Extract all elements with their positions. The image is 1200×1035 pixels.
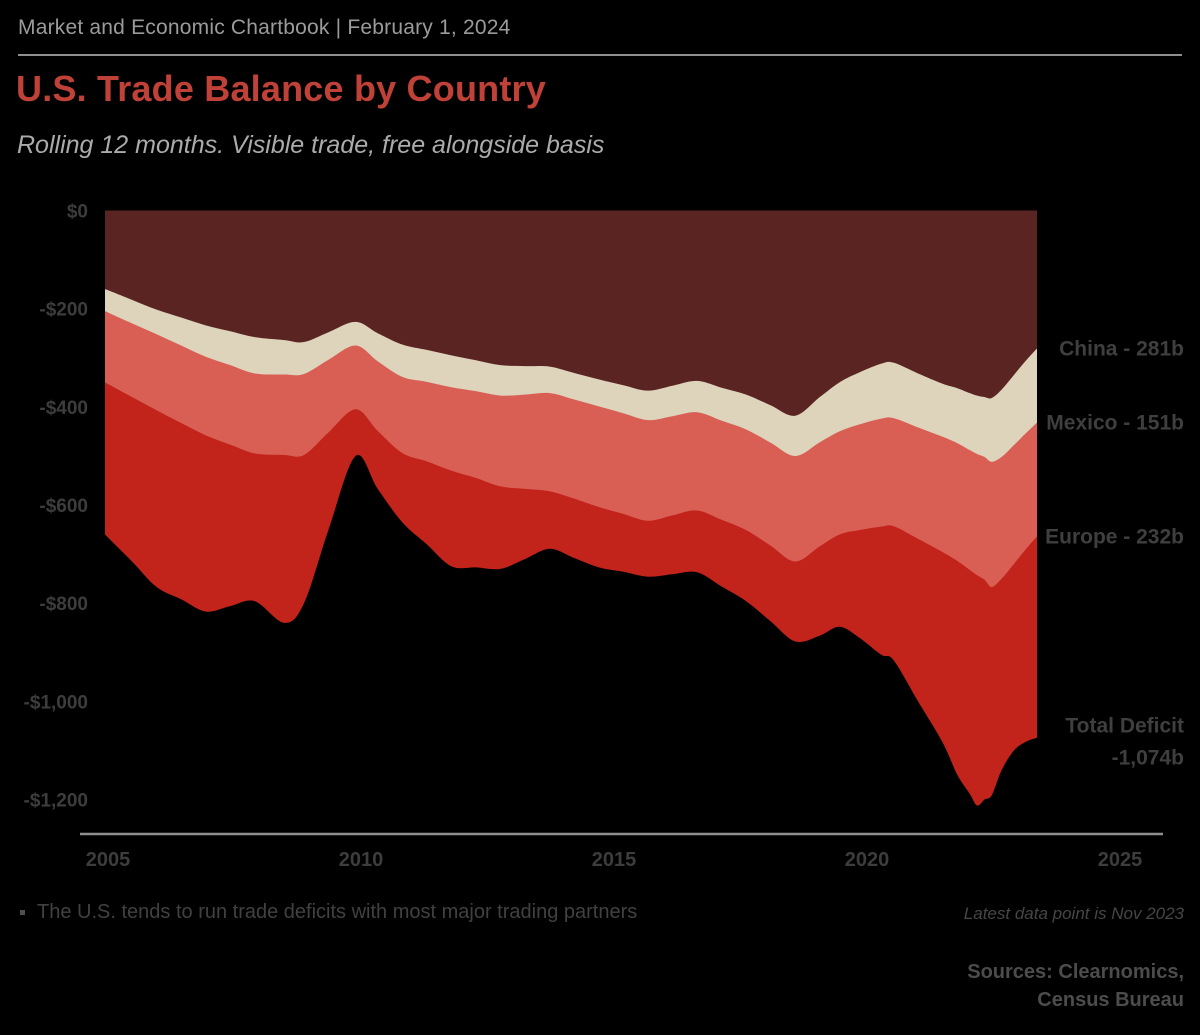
x-tick-label: 2025: [1098, 849, 1143, 871]
band-china: [105, 210, 1037, 416]
takeaway-text: The U.S. tends to run trade deficits wit…: [37, 901, 638, 923]
series-annotation-total-line2: -1,074b: [1112, 747, 1184, 770]
page-title: U.S. Trade Balance by Country: [16, 68, 546, 109]
series-annotations: China - 281b Mexico - 151b Europe - 232b To…: [1045, 337, 1184, 769]
x-tick-label: 2020: [845, 849, 890, 871]
y-tick-label: -$1,000: [24, 692, 88, 713]
y-tick-label: $0: [67, 202, 88, 223]
x-tick-label: 2010: [339, 849, 384, 871]
y-tick-label: -$800: [39, 594, 88, 615]
report-kicker: Market and Economic Chartbook | February…: [18, 16, 511, 39]
y-tick-label: -$400: [39, 398, 88, 419]
series-annotation-single: Europe - 232b: [1045, 526, 1184, 549]
series-annotation-single: China - 281b: [1059, 337, 1184, 360]
latest-data-note: Latest data point is Nov 2023: [963, 904, 1184, 923]
header-divider: [18, 54, 1182, 56]
series-annotation-single: Mexico - 151b: [1046, 412, 1184, 435]
sources-note: Sources: Clearnomics, Census Bureau: [967, 961, 1184, 1011]
x-axis-tick-labels: 2005 2010 2015 2020 2025: [86, 849, 1143, 871]
bullet-square-icon: [20, 910, 25, 915]
series-annotation-total-line1: Total Deficit: [1065, 715, 1184, 738]
y-axis-tick-labels: $0 -$200 -$400 -$600 -$800 -$1,000 -$1,200: [24, 202, 88, 812]
y-tick-label: -$200: [39, 300, 88, 321]
y-tick-label: -$1,200: [24, 791, 88, 812]
takeaway-bullet: The U.S. tends to run trade deficits wit…: [20, 901, 637, 924]
x-tick-label: 2005: [86, 849, 131, 871]
y-tick-label: -$600: [39, 496, 88, 517]
x-tick-label: 2015: [592, 849, 637, 871]
chart-bands: [105, 210, 1037, 806]
page-subtitle: Rolling 12 months. Visible trade, free a…: [17, 131, 605, 159]
